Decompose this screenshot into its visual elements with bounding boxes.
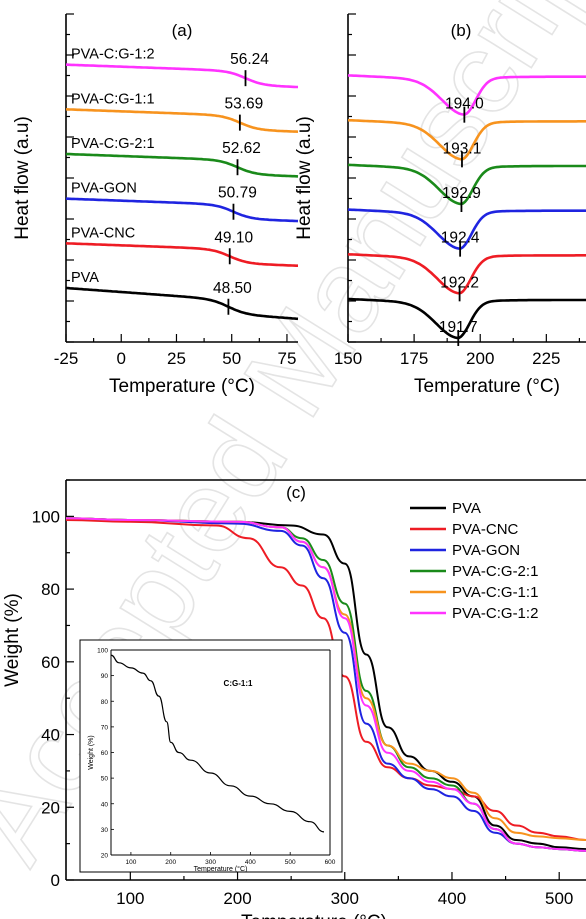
inset-y-tick-label: 50 <box>101 776 109 783</box>
y-tick-label: 40 <box>41 726 60 745</box>
inset-frame <box>79 639 343 873</box>
y-tick-label: 60 <box>41 653 60 672</box>
tga-curve-pva-c-g-1-2 <box>65 517 586 852</box>
value-pva-cnc: 192.2 <box>440 274 479 291</box>
value-pva: 191.7 <box>439 319 478 336</box>
tga-curve-pva <box>65 517 586 851</box>
inset-y-tick-label: 30 <box>101 827 109 834</box>
curve-pva-c-g-2-1 <box>65 152 299 178</box>
series-label-pva: PVA <box>71 270 99 286</box>
inset-y-tick-label: 40 <box>101 801 109 808</box>
inset-x-tick-label: 200 <box>165 859 176 866</box>
value-pva-c-g-1-1: 193.1 <box>443 140 482 157</box>
value-pva-gon: 50.79 <box>218 185 257 202</box>
inset-x-tick-label: 400 <box>245 859 256 866</box>
y-axis-label: Weight (%) <box>2 593 23 687</box>
inset-y-tick-label: 60 <box>101 750 109 757</box>
tga-curve-pva-cnc <box>65 519 586 841</box>
y-tick-label: 0 <box>51 871 60 890</box>
x-tick-label: 25 <box>167 349 186 368</box>
x-tick-label: 300 <box>331 889 359 908</box>
inset-x-tick-label: 500 <box>285 859 296 866</box>
y-tick-label: 80 <box>41 580 60 599</box>
panel-label: (c) <box>286 483 306 502</box>
value-pva-gon: 192.4 <box>441 230 480 247</box>
series-label-pva-c-g-1-2: PVA-C:G-1:2 <box>71 47 155 63</box>
panel-c-tga: 0 20 40 60 80 100 100 200 300 400 500 Temperature (… <box>2 479 586 919</box>
y-axis-label: Heat flow (a.u) <box>12 116 33 240</box>
curve-pva-c-g-1-2 <box>66 63 298 89</box>
inset-y-axis-label: Weight (%) <box>88 735 95 770</box>
x-tick-label: 500 <box>545 889 573 908</box>
value-pva-cnc: 49.10 <box>214 229 253 246</box>
inset-chart: 20 30 40 50 60 70 80 90 100 100 200 300 400 500 600 Tem… <box>79 639 343 873</box>
x-tick-label: 0 <box>117 349 126 368</box>
legend-label-pva-c-g-2-1: PVA-C:G-2:1 <box>452 563 538 580</box>
x-tick-label: 75 <box>277 349 296 368</box>
x-tick-label: 400 <box>438 889 466 908</box>
series-label-pva-c-g-1-1: PVA-C:G-1:1 <box>71 91 155 107</box>
inset-y-tick-label: 20 <box>101 853 109 860</box>
legend-label-pva-c-g-1-1: PVA-C:G-1:1 <box>452 584 538 601</box>
x-axis-label: Temperature (°C) <box>241 912 387 919</box>
x-tick-label: -25 <box>54 349 79 368</box>
y-tick-label: 20 <box>41 798 60 817</box>
curve-pva-cnc <box>347 253 586 295</box>
x-axis-label: Temperature (°C) <box>109 376 255 397</box>
inset-x-tick-label: 100 <box>125 859 136 866</box>
curve-pva-c-g-1-1 <box>347 118 586 161</box>
series-label-pva-c-g-2-1: PVA-C:G-2:1 <box>71 136 155 152</box>
value-pva-c-g-2-1: 192.9 <box>442 185 481 202</box>
x-axis-label: Temperature (°C) <box>414 376 560 397</box>
value-pva-c-g-2-1: 52.62 <box>222 140 261 157</box>
y-tick-label: 100 <box>32 507 60 526</box>
value-pva-c-g-1-2: 194.0 <box>445 96 484 113</box>
curve-pva-gon <box>347 208 586 250</box>
panel-label: (b) <box>451 21 472 40</box>
legend-label-pva-gon: PVA-GON <box>452 542 520 559</box>
series-label-pva-cnc: PVA-CNC <box>71 225 135 241</box>
value-pva-c-g-1-2: 56.24 <box>230 51 269 68</box>
panel-b-dsc-melting: 150 175 200 225 Temperature (°C) Heat flow (a… <box>294 13 586 397</box>
x-tick-label: 225 <box>532 349 560 368</box>
panel-a-dsc-glass-transition: -25 0 25 50 75 Temperature (°C) Heat flow (a.u… <box>12 13 299 397</box>
legend-label-pva: PVA <box>452 500 481 517</box>
value-pva: 48.50 <box>213 280 252 297</box>
x-tick-label: 200 <box>223 889 251 908</box>
inset-y-tick-label: 90 <box>101 673 109 680</box>
inset-y-tick-label: 100 <box>97 648 108 655</box>
curve-pva-c-g-1-2 <box>347 74 586 116</box>
x-tick-label: 50 <box>222 349 241 368</box>
legend-label-pva-c-g-1-2: PVA-C:G-1:2 <box>452 605 538 622</box>
curve-pva-cnc <box>65 242 298 267</box>
x-tick-label: 150 <box>334 349 362 368</box>
curve-pva-c-g-2-1 <box>348 163 586 206</box>
legend-label-pva-cnc: PVA-CNC <box>452 521 519 538</box>
value-pva-c-g-1-1: 53.69 <box>224 96 263 113</box>
curve-pva <box>65 286 299 321</box>
inset-title: C:G-1:1 <box>224 679 253 688</box>
inset-x-axis-label: Temperature (°C) <box>194 865 248 873</box>
panel-label: (a) <box>172 21 193 40</box>
inset-curve <box>110 654 325 833</box>
curve-pva <box>347 297 586 340</box>
x-tick-label: 200 <box>466 349 494 368</box>
x-tick-label: 175 <box>400 349 428 368</box>
y-axis-label: Heat flow (a.u) <box>294 116 315 240</box>
x-tick-label: 100 <box>116 889 144 908</box>
inset-x-tick-label: 300 <box>205 859 216 866</box>
curve-pva-gon <box>66 197 299 223</box>
curve-pva-c-g-1-1 <box>65 108 299 133</box>
inset-x-tick-label: 600 <box>325 859 336 866</box>
legend: PVA PVA-CNC PVA-GON PVA-C:G-2:1 PVA-C:G-1:1 P… <box>410 500 538 622</box>
inset-y-tick-label: 70 <box>101 724 109 731</box>
inset-y-tick-label: 80 <box>101 699 109 706</box>
series-label-pva-gon: PVA-GON <box>71 181 137 197</box>
